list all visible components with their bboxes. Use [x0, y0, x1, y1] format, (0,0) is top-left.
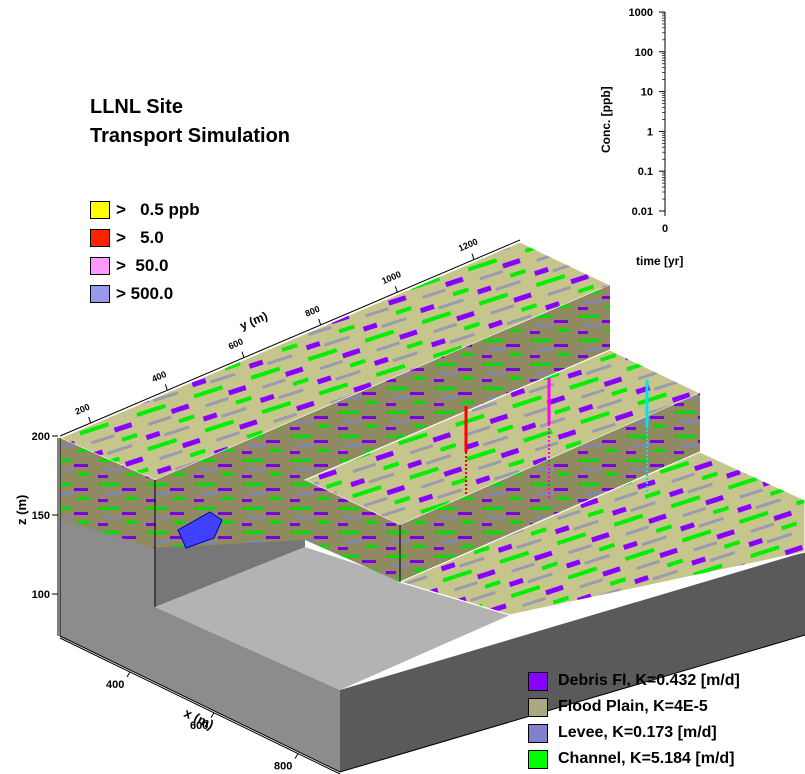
conc-tick-label: 1000: [629, 7, 653, 19]
conc-tick-label: 10: [641, 87, 653, 99]
conc-axis-label: Conc. [ppb]: [599, 86, 613, 153]
y-tick: [471, 253, 475, 260]
conc-tick-label: 0.01: [632, 206, 653, 218]
y-axis-line: [59, 239, 521, 437]
base-block-front-face: [340, 552, 805, 772]
z-tick-label: 150: [32, 510, 50, 522]
title-line-1: LLNL Site: [90, 96, 183, 118]
time-tick-label: 0: [662, 223, 668, 235]
x-axis-line: [59, 637, 341, 774]
conc-legend-item: > 500.0: [90, 284, 173, 304]
y-tick: [164, 384, 168, 391]
conc-swatch-2: [90, 257, 110, 275]
title-line-2: Transport Simulation: [90, 125, 291, 147]
conc-legend-item: > 0.5 ppb: [90, 200, 200, 220]
block-edges: [59, 438, 805, 773]
y-tick-label: 600: [227, 336, 245, 351]
terrace-2-left-side: [305, 480, 400, 582]
y-tick: [241, 351, 245, 358]
conc-swatch-3: [90, 285, 110, 303]
facies-legend-item: Channel, K=5.184 [m/d]: [528, 746, 740, 772]
x-tick: [210, 712, 215, 719]
y-tick-label: 200: [74, 402, 92, 417]
facies-swatch-1: [528, 697, 548, 717]
monitoring-wells: [464, 378, 649, 500]
x-axis-ticks: 400 600 800: [106, 671, 299, 773]
conc-tick-label: 1: [647, 126, 653, 138]
facies-swatch-3: [528, 749, 548, 769]
floor-shadow: [155, 530, 305, 607]
conc-swatch-1: [90, 229, 110, 247]
y-tick-label: 400: [150, 369, 168, 384]
conc-tick-label: 100: [635, 47, 653, 59]
y-tick-label: 800: [304, 304, 322, 319]
time-axis-label: time [yr]: [636, 254, 683, 268]
z-tick-label: 200: [32, 431, 50, 443]
conc-legend-item: > 50.0: [90, 256, 168, 276]
x-tick: [294, 753, 299, 759]
concentration-axis: 1000 100 10 1 0.1 0.01 Conc. [ppb] 0 time [yr…: [599, 7, 683, 268]
conc-tick-label: 0.1: [638, 166, 653, 178]
terrace-3-top: [398, 451, 805, 616]
facies-legend: Debris Fl, K=0.432 [m/d] Flood Plain, K=…: [528, 668, 740, 772]
facies-legend-item: Debris Fl, K=0.432 [m/d]: [528, 668, 740, 694]
y-tick: [394, 286, 398, 293]
terrace-1-left-side: [60, 438, 155, 548]
y-axis-label: y (m): [238, 309, 270, 333]
x-tick-label: 800: [274, 761, 292, 773]
x-tick: [126, 671, 131, 678]
z-tick-label: 100: [32, 589, 50, 601]
y-tick-label: 1200: [457, 236, 479, 253]
terrace-1-front: [155, 285, 610, 548]
facies-swatch-0: [528, 671, 548, 691]
facies-legend-item: Flood Plain, K=4E-5: [528, 694, 740, 720]
conc-swatch-0: [90, 201, 110, 219]
conc-legend-item: > 5.0: [90, 228, 164, 248]
z-axis-ticks: 200 150 100: [32, 431, 58, 601]
x-tick-label: 600: [190, 720, 208, 732]
y-tick: [88, 416, 92, 424]
excavated-floor: [155, 547, 510, 690]
facies-swatch-2: [528, 723, 548, 743]
facies-legend-item: Levee, K=0.173 [m/d]: [528, 720, 740, 746]
contaminant-plume: [177, 511, 223, 549]
terrace-2-front: [400, 393, 700, 582]
z-axis-label: z (m): [14, 495, 29, 525]
x-tick-label: 400: [106, 679, 124, 691]
y-tick: [318, 318, 322, 326]
y-tick-label: 1000: [380, 269, 402, 286]
